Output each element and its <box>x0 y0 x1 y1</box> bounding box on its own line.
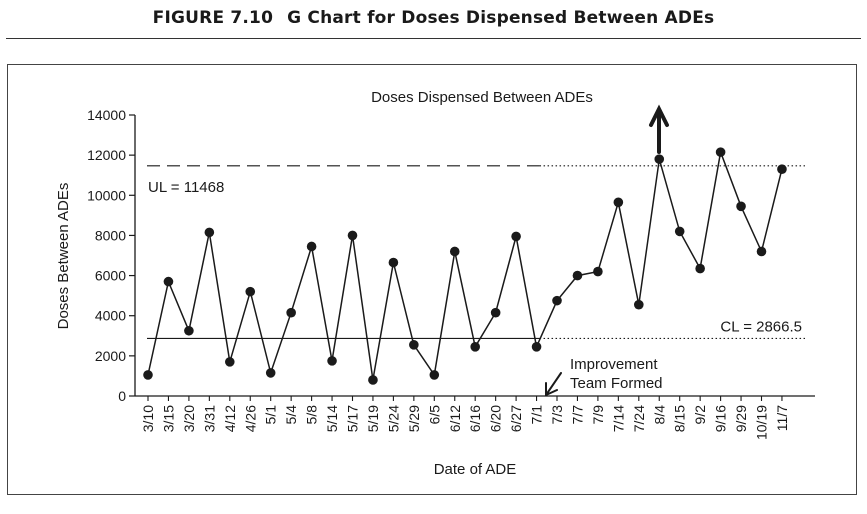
x-tick-label: 5/4 <box>283 405 299 425</box>
x-tick-label: 5/17 <box>345 405 361 432</box>
x-tick-label: 5/24 <box>385 405 401 432</box>
x-tick-label: 6/16 <box>467 405 483 432</box>
x-axis-title: Date of ADE <box>434 461 517 478</box>
x-tick-label: 3/31 <box>201 405 217 432</box>
x-tick-label: 6/27 <box>508 405 524 432</box>
data-point <box>265 368 276 378</box>
x-tick-label: 5/29 <box>406 405 422 432</box>
x-tick-label: 4/26 <box>242 405 258 432</box>
x-tick-label: 9/2 <box>692 405 708 425</box>
x-tick-label: 5/1 <box>263 405 279 425</box>
x-tick-label: 5/14 <box>324 405 340 432</box>
improvement-annotation-line: Team Formed <box>570 375 663 392</box>
data-point <box>184 325 194 336</box>
x-tick-label: 3/20 <box>181 405 197 432</box>
data-point <box>204 227 215 238</box>
y-tick-label: 0 <box>118 388 126 404</box>
x-tick-label: 5/19 <box>365 405 381 432</box>
center-line-label: CL = 2866.5 <box>720 318 802 335</box>
axes: 0 2000 4000 6000 8000 10000 12000 14000 3/10 3/15… <box>87 107 815 440</box>
data-point <box>552 295 562 306</box>
data-point <box>756 246 767 257</box>
series-line-group <box>147 149 783 381</box>
data-point <box>715 147 726 157</box>
upper-limit-label: UL = 11468 <box>148 179 224 196</box>
x-tick-label: 7/1 <box>529 405 545 425</box>
x-tick-label: 7/14 <box>610 405 626 432</box>
x-tick-label: 9/29 <box>733 405 749 432</box>
data-point <box>449 246 460 257</box>
figure-top-rule <box>6 38 861 39</box>
control-lines: UL = 11468 CL = 2866.5 <box>147 165 805 340</box>
x-tick-label: 7/24 <box>631 405 647 432</box>
annotations: Improvement Team Formed <box>545 104 669 396</box>
x-tick-label: 8/4 <box>651 405 667 425</box>
data-point <box>634 299 644 310</box>
y-tick-label: 4000 <box>95 308 126 324</box>
y-tick-label: 10000 <box>87 187 126 203</box>
data-point <box>286 307 296 318</box>
data-point <box>531 342 542 352</box>
x-tick-label: 3/10 <box>140 405 156 432</box>
figure-number: FIGURE 7.10 <box>152 8 274 28</box>
y-tick-label: 2000 <box>95 348 126 364</box>
data-point <box>327 356 337 366</box>
data-point <box>674 226 685 237</box>
series-line <box>147 149 783 381</box>
data-point <box>306 241 317 252</box>
x-tick-label: 4/12 <box>222 405 238 432</box>
y-axis-title: Doses Between ADEs <box>55 183 72 330</box>
y-tick-label: 6000 <box>95 268 126 284</box>
x-tick-label: 6/20 <box>488 405 504 432</box>
figure-caption: G Chart for Doses Dispensed Between ADEs <box>287 8 715 28</box>
x-tick-label: 7/9 <box>590 405 606 425</box>
data-point <box>347 230 358 241</box>
y-tick-label: 14000 <box>87 107 126 123</box>
x-tick-label: 5/8 <box>304 405 320 425</box>
data-point <box>143 370 153 380</box>
data-point <box>470 342 481 352</box>
chart-frame <box>7 64 857 495</box>
data-points <box>143 147 787 385</box>
x-tick-label: 6/12 <box>447 405 463 432</box>
data-point <box>429 370 440 380</box>
y-tick-label: 12000 <box>87 147 126 163</box>
x-tick-label: 9/16 <box>713 405 729 432</box>
data-point <box>695 263 705 274</box>
x-tick-label: 6/5 <box>426 405 442 425</box>
data-point <box>490 307 501 318</box>
data-point <box>736 201 746 212</box>
figure-title: FIGURE 7.10 G Chart for Doses Dispensed B… <box>0 8 867 28</box>
improvement-annotation-line: Improvement <box>570 356 658 373</box>
data-point <box>245 286 256 297</box>
improvement-arrow-icon <box>545 372 562 396</box>
x-tick-label: 8/15 <box>672 405 688 432</box>
y-tick-label: 8000 <box>95 227 126 243</box>
x-tick-label: 11/7 <box>774 405 790 431</box>
data-point <box>225 357 235 367</box>
data-point <box>654 154 665 164</box>
data-point <box>593 266 603 277</box>
data-point <box>777 164 787 174</box>
data-point <box>409 340 419 350</box>
x-tick-label: 7/7 <box>569 405 585 425</box>
data-point <box>511 231 521 242</box>
data-point <box>613 197 624 208</box>
improvement-annotation: Improvement Team Formed <box>570 356 663 392</box>
x-tick-label: 7/3 <box>549 405 565 425</box>
data-point <box>163 276 174 287</box>
data-point <box>572 270 583 281</box>
x-tick-label: 10/19 <box>754 405 770 440</box>
data-point <box>388 257 399 268</box>
up-arrow-icon <box>649 104 669 154</box>
data-point <box>368 375 378 385</box>
chart-title: Doses Dispensed Between ADEs <box>371 89 593 106</box>
x-tick-label: 3/15 <box>160 405 176 432</box>
